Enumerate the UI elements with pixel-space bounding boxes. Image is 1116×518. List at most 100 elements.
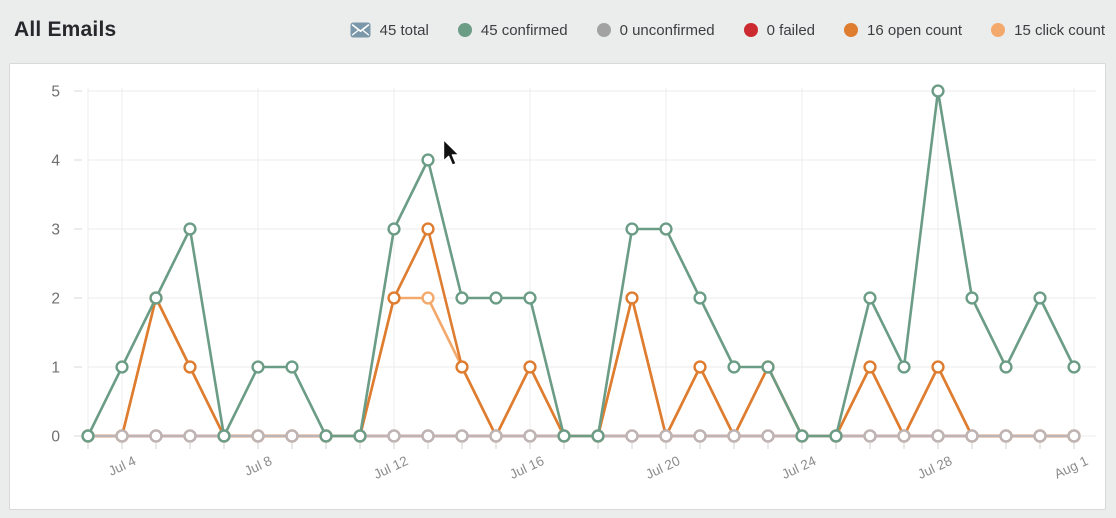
data-point-unconfirmed[interactable] bbox=[149, 429, 163, 443]
y-axis-label: 1 bbox=[51, 360, 60, 377]
data-point-unconfirmed[interactable] bbox=[523, 429, 537, 443]
email-stats-chart: 0 1 2 3 4 5 Jul 4 Jul 8 Jul 12 Jul 16 Jul 20 Jul 24… bbox=[51, 84, 1096, 482]
y-axis-label: 0 bbox=[51, 429, 60, 446]
x-axis-label: Jul 28 bbox=[915, 453, 954, 482]
legend-item-open_count: 16 open count bbox=[844, 22, 962, 39]
failed-dot-icon bbox=[743, 23, 758, 37]
x-axis-label: Jul 12 bbox=[371, 453, 410, 482]
data-point-unconfirmed[interactable] bbox=[251, 429, 265, 443]
data-point-confirmed[interactable] bbox=[863, 291, 877, 305]
click_count-dot-icon bbox=[991, 23, 1006, 37]
data-point-confirmed[interactable] bbox=[931, 84, 945, 98]
data-point-click_count[interactable] bbox=[421, 291, 435, 305]
data-point-unconfirmed[interactable] bbox=[761, 429, 775, 443]
confirmed-dot-icon bbox=[457, 23, 472, 37]
data-point-confirmed[interactable] bbox=[319, 429, 333, 443]
email-stats-legend: 45 total 45 confirmed 0 unconfirmed 0 faile… bbox=[350, 22, 1105, 39]
data-point-open_count[interactable] bbox=[387, 291, 401, 305]
data-point-open_count[interactable] bbox=[183, 360, 197, 374]
data-point-open_count[interactable] bbox=[421, 222, 435, 236]
data-point-confirmed[interactable] bbox=[149, 291, 163, 305]
series-line-confirmed bbox=[86, 89, 1076, 438]
data-point-unconfirmed[interactable] bbox=[1033, 429, 1047, 443]
data-point-unconfirmed[interactable] bbox=[285, 429, 299, 443]
data-point-open_count[interactable] bbox=[693, 360, 707, 374]
data-point-unconfirmed[interactable] bbox=[455, 429, 469, 443]
data-point-unconfirmed[interactable] bbox=[693, 429, 707, 443]
legend-label: 45 total bbox=[379, 21, 429, 39]
data-point-confirmed[interactable] bbox=[591, 429, 605, 443]
data-point-open_count[interactable] bbox=[931, 360, 945, 374]
data-point-confirmed[interactable] bbox=[523, 291, 537, 305]
page-title: All Emails bbox=[14, 18, 117, 41]
data-point-unconfirmed[interactable] bbox=[625, 429, 639, 443]
data-point-confirmed[interactable] bbox=[1033, 291, 1047, 305]
y-axis-label: 2 bbox=[51, 291, 60, 308]
data-point-confirmed[interactable] bbox=[999, 360, 1013, 374]
data-point-unconfirmed[interactable] bbox=[183, 429, 197, 443]
data-point-confirmed[interactable] bbox=[557, 429, 571, 443]
legend-item-click_count: 15 click count bbox=[991, 22, 1105, 39]
data-point-confirmed[interactable] bbox=[115, 360, 129, 374]
data-point-unconfirmed[interactable] bbox=[999, 429, 1013, 443]
data-point-confirmed[interactable] bbox=[829, 429, 843, 443]
data-point-confirmed[interactable] bbox=[693, 291, 707, 305]
x-axis-label: Jul 4 bbox=[106, 453, 139, 479]
header: All Emails 45 total 45 confirmed 0 unconfi… bbox=[0, 0, 1116, 52]
x-axis-label: Jul 20 bbox=[643, 453, 682, 482]
x-axis-label: Jul 24 bbox=[779, 453, 818, 482]
data-point-confirmed[interactable] bbox=[795, 429, 809, 443]
data-point-open_count[interactable] bbox=[625, 291, 639, 305]
data-point-confirmed[interactable] bbox=[81, 429, 95, 443]
data-point-confirmed[interactable] bbox=[727, 360, 741, 374]
envelope-icon bbox=[350, 22, 371, 38]
data-point-confirmed[interactable] bbox=[183, 222, 197, 236]
legend-item-total: 45 total bbox=[350, 22, 429, 39]
x-axis-label: Jul 16 bbox=[507, 453, 546, 482]
data-point-unconfirmed[interactable] bbox=[897, 429, 911, 443]
data-point-unconfirmed[interactable] bbox=[965, 429, 979, 443]
unconfirmed-dot-icon bbox=[596, 23, 611, 37]
legend-item-unconfirmed: 0 unconfirmed bbox=[596, 21, 715, 39]
open_count-dot-icon bbox=[844, 23, 859, 37]
data-point-confirmed[interactable] bbox=[387, 222, 401, 236]
data-point-confirmed[interactable] bbox=[285, 360, 299, 374]
data-point-confirmed[interactable] bbox=[965, 291, 979, 305]
data-point-unconfirmed[interactable] bbox=[489, 429, 503, 443]
data-point-confirmed[interactable] bbox=[489, 291, 503, 305]
data-point-unconfirmed[interactable] bbox=[421, 429, 435, 443]
data-point-confirmed[interactable] bbox=[897, 360, 911, 374]
data-point-unconfirmed[interactable] bbox=[727, 429, 741, 443]
data-point-open_count[interactable] bbox=[863, 360, 877, 374]
data-point-confirmed[interactable] bbox=[659, 222, 673, 236]
data-point-unconfirmed[interactable] bbox=[387, 429, 401, 443]
x-axis-label: Jul 8 bbox=[242, 453, 274, 479]
data-point-unconfirmed[interactable] bbox=[115, 429, 129, 443]
data-point-confirmed[interactable] bbox=[1067, 360, 1081, 374]
data-point-unconfirmed[interactable] bbox=[863, 429, 877, 443]
data-point-unconfirmed[interactable] bbox=[931, 429, 945, 443]
data-point-open_count[interactable] bbox=[523, 360, 537, 374]
legend-label: 15 click count bbox=[1014, 21, 1105, 39]
legend-item-failed: 0 failed bbox=[743, 21, 816, 39]
data-point-confirmed[interactable] bbox=[761, 360, 775, 374]
chart-card: 0 1 2 3 4 5 Jul 4 Jul 8 Jul 12 Jul 16 Jul 20 Jul 24… bbox=[9, 63, 1106, 510]
data-point-confirmed[interactable] bbox=[455, 291, 469, 305]
legend-label: 0 failed bbox=[766, 21, 816, 39]
data-point-confirmed[interactable] bbox=[353, 429, 367, 443]
legend-item-confirmed: 45 confirmed bbox=[457, 21, 568, 39]
data-point-open_count[interactable] bbox=[455, 360, 469, 374]
data-point-unconfirmed[interactable] bbox=[1067, 429, 1081, 443]
y-axis-label: 3 bbox=[51, 222, 60, 239]
x-axis-label: Aug 1 bbox=[1052, 453, 1090, 482]
y-axis-label: 5 bbox=[51, 84, 60, 101]
data-point-confirmed[interactable] bbox=[217, 429, 231, 443]
data-point-confirmed[interactable] bbox=[421, 153, 435, 167]
series-line-open_count bbox=[86, 227, 1076, 438]
data-point-confirmed[interactable] bbox=[251, 360, 265, 374]
legend-label: 45 confirmed bbox=[480, 21, 568, 39]
data-point-unconfirmed[interactable] bbox=[659, 429, 673, 443]
data-point-confirmed[interactable] bbox=[625, 222, 639, 236]
y-axis-label: 4 bbox=[51, 153, 60, 170]
legend-label: 0 unconfirmed bbox=[619, 21, 715, 39]
